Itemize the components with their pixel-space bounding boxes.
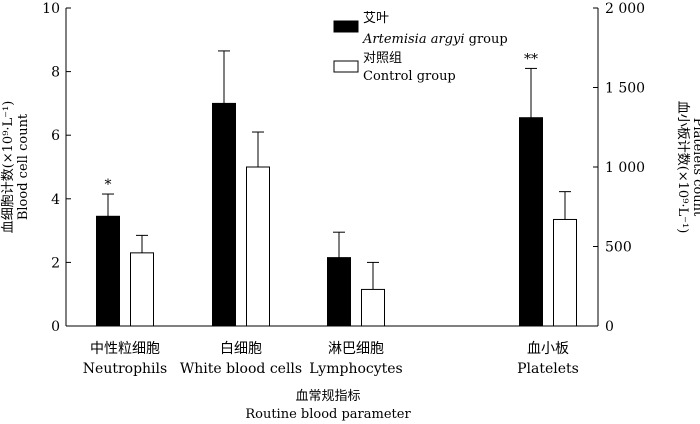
category-label-zh: 淋巴细胞 (328, 341, 384, 357)
legend-swatch-control (333, 60, 359, 73)
left-tick-label: 8 (51, 65, 60, 81)
left-axis-label-zh: 血细胞计数(×10⁹·L⁻¹) (1, 101, 16, 234)
bar-control (246, 166, 270, 327)
right-axis-label-zh: 血小板计数(×10⁹·L⁻¹) (675, 101, 690, 234)
bar-control (130, 252, 154, 327)
category-label-en: Platelets (517, 361, 579, 377)
left-tick-label: 4 (51, 192, 60, 208)
bar-artemisia (96, 215, 120, 327)
bar-artemisia (327, 257, 351, 327)
legend-label-artemisia-zh: 艾叶 (363, 11, 389, 26)
x-axis-label-zh: 血常规指标 (295, 389, 360, 404)
left-axis-ticks: 0 2 4 6 8 10 (42, 1, 71, 335)
legend-label-control-en: Control group (363, 69, 456, 84)
category-label-zh: 血小板 (527, 341, 569, 357)
category-label-zh: 白细胞 (220, 341, 262, 357)
legend-label-control-zh: 对照组 (363, 51, 402, 66)
bar-artemisia (212, 102, 236, 327)
bar-artemisia (519, 117, 543, 327)
left-tick-label: 10 (42, 1, 60, 17)
left-tick-label: 6 (51, 128, 60, 144)
category-label-en: Lymphocytes (309, 361, 403, 377)
legend-label-artemisia-en: Artemisia argyi group (362, 32, 508, 47)
bar-control (361, 288, 385, 327)
right-tick-label: 1 500 (605, 81, 645, 97)
right-tick-label: 0 (605, 319, 614, 335)
legend-swatch-artemisia (333, 20, 359, 33)
right-axis-ticks: 0 500 1 000 1 500 2 000 (593, 1, 645, 335)
legend: 艾叶 Artemisia argyi group 对照组 Control gro… (333, 11, 508, 84)
bar-control (553, 218, 577, 327)
right-axis-label-en: Platelets count (690, 118, 700, 217)
left-axis-label-en: Blood cell count (16, 113, 31, 220)
category-label-en: White blood cells (180, 361, 302, 377)
left-tick-label: 2 (51, 255, 60, 271)
significance-marker: ** (524, 51, 538, 67)
category-labels: 中性粒细胞 Neutrophils 白细胞 White blood cells 淋巴细胞… (83, 341, 579, 377)
x-axis-label-en: Routine blood parameter (245, 407, 411, 422)
right-tick-label: 2 000 (605, 1, 645, 17)
right-tick-label: 1 000 (605, 160, 645, 176)
significance-marker: * (105, 177, 112, 193)
right-tick-label: 500 (605, 240, 632, 256)
category-label-en: Neutrophils (83, 361, 167, 377)
legend-label-artemisia-italic: Artemisia argyi (362, 32, 465, 47)
category-label-zh: 中性粒细胞 (90, 341, 160, 357)
left-tick-label: 0 (51, 319, 60, 335)
bars: *** (96, 50, 577, 327)
legend-label-artemisia-suffix: group (465, 32, 508, 47)
